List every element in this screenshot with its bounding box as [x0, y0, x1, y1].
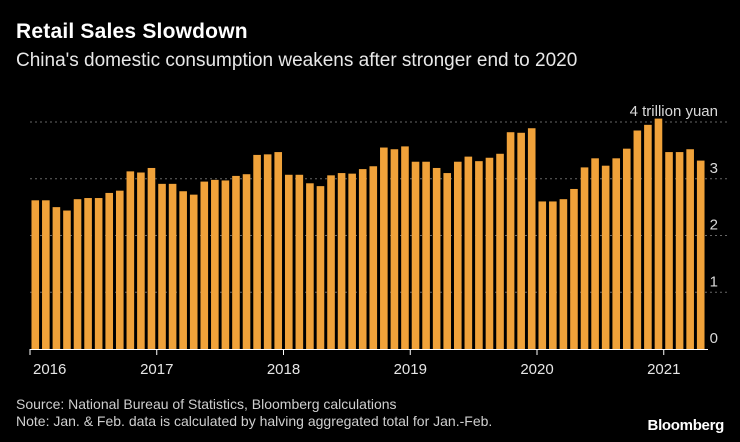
bar [432, 167, 441, 349]
bar [591, 158, 599, 349]
bar [665, 152, 673, 349]
bar [538, 201, 547, 349]
y-tick-label: 2 [710, 217, 718, 234]
bar [411, 161, 420, 349]
x-tick-label: 2018 [267, 361, 300, 378]
bar [168, 183, 177, 349]
bar [696, 160, 705, 349]
bar [73, 199, 82, 349]
bar [295, 174, 304, 349]
bar [358, 169, 367, 349]
bar [369, 166, 378, 349]
bar [263, 154, 272, 349]
bar [306, 183, 314, 349]
bar [496, 153, 504, 349]
bar [253, 154, 261, 349]
bar [242, 174, 251, 349]
bar [633, 130, 642, 349]
bar [221, 180, 230, 349]
bar [200, 181, 209, 349]
bar [137, 172, 145, 349]
y-axis-labels: 0 1 2 3 4 trillion yuan [630, 103, 718, 347]
bar [211, 179, 219, 349]
chart-title: Retail Sales Slowdown [16, 20, 248, 43]
bar [126, 171, 135, 349]
bar [422, 161, 430, 349]
bar [559, 199, 568, 349]
footnote: Note: Jan. & Feb. data is calculated by … [16, 413, 493, 429]
bar [390, 149, 399, 349]
source-note: Source: National Bureau of Statistics, B… [16, 396, 397, 412]
bar [517, 132, 525, 349]
bar [380, 147, 388, 349]
x-tick-label: 2019 [394, 361, 427, 378]
bar [686, 149, 694, 349]
bar [401, 146, 409, 349]
bar [580, 167, 589, 349]
bar [158, 183, 166, 349]
bar [147, 167, 156, 349]
bar [284, 174, 293, 349]
bar [115, 190, 124, 349]
bar [612, 158, 621, 349]
bars [31, 118, 705, 350]
gridlines [30, 121, 730, 293]
bar [179, 191, 187, 349]
bar [189, 194, 198, 349]
x-tick-label: 2020 [520, 361, 553, 378]
bar [232, 175, 240, 349]
bar [274, 152, 283, 349]
y-tick-label: 3 [710, 160, 718, 177]
y-tick-label: 0 [710, 330, 718, 347]
bar [348, 173, 356, 349]
bar [527, 128, 536, 349]
bar [42, 200, 50, 349]
bar [94, 198, 103, 349]
bar [337, 173, 346, 349]
bar [84, 198, 92, 349]
bar [506, 132, 515, 349]
bar [601, 165, 610, 349]
x-tick-label: 2021 [647, 361, 680, 378]
x-axis: 2016 2017 2018 2019 2020 2021 [29, 349, 708, 378]
bar [549, 201, 557, 349]
bar [453, 161, 462, 349]
bar [52, 207, 61, 350]
bar [485, 157, 494, 349]
bar [464, 156, 473, 349]
bloomberg-logo: Bloomberg [647, 417, 725, 434]
chart-subtitle: China's domestic consumption weakens aft… [16, 50, 578, 71]
bar [654, 118, 663, 349]
bar [443, 173, 452, 349]
bar [475, 161, 483, 349]
bar [570, 188, 578, 349]
bar [63, 210, 71, 349]
bar [105, 192, 114, 349]
bar [675, 152, 684, 349]
y-tick-label: 1 [710, 273, 718, 290]
bar [327, 175, 335, 349]
bar [31, 200, 40, 349]
bar [316, 186, 325, 349]
x-tick-label: 2017 [140, 361, 173, 378]
bar [644, 124, 652, 349]
y-tick-label: 4 trillion yuan [630, 103, 718, 120]
bar [622, 148, 631, 349]
x-tick-label: 2016 [33, 361, 66, 378]
